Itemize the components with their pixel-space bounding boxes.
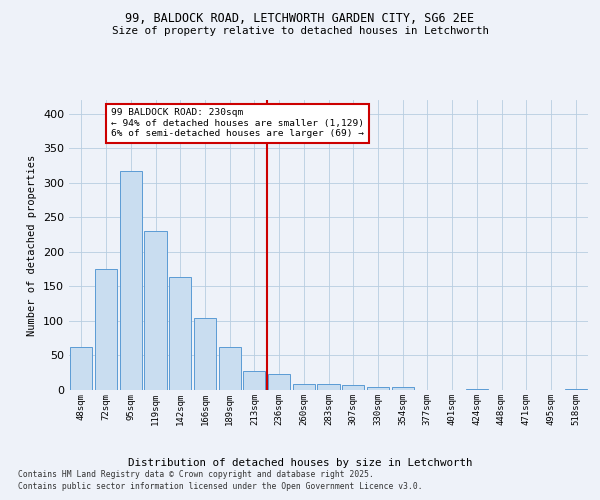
Text: Size of property relative to detached houses in Letchworth: Size of property relative to detached ho… (112, 26, 488, 36)
Bar (145, 230, 167, 390)
Bar (342, 385, 364, 390)
Bar (119, 171, 142, 390)
Text: Contains HM Land Registry data © Crown copyright and database right 2025.: Contains HM Land Registry data © Crown c… (18, 470, 374, 479)
Text: Contains public sector information licensed under the Open Government Licence v3: Contains public sector information licen… (18, 482, 422, 491)
Bar (218, 347, 241, 390)
Bar (243, 370, 265, 390)
Bar (317, 384, 340, 390)
Bar (367, 386, 389, 390)
Bar (70, 347, 92, 390)
Bar (392, 387, 414, 390)
Bar (293, 384, 315, 390)
Bar (95, 269, 117, 390)
Bar (194, 318, 216, 390)
Y-axis label: Number of detached properties: Number of detached properties (28, 154, 37, 336)
Text: 99 BALDOCK ROAD: 230sqm
← 94% of detached houses are smaller (1,129)
6% of semi-: 99 BALDOCK ROAD: 230sqm ← 94% of detache… (111, 108, 364, 138)
Text: 99, BALDOCK ROAD, LETCHWORTH GARDEN CITY, SG6 2EE: 99, BALDOCK ROAD, LETCHWORTH GARDEN CITY… (125, 12, 475, 26)
Bar (169, 278, 191, 390)
Text: Distribution of detached houses by size in Letchworth: Distribution of detached houses by size … (128, 458, 472, 468)
Bar (268, 374, 290, 390)
